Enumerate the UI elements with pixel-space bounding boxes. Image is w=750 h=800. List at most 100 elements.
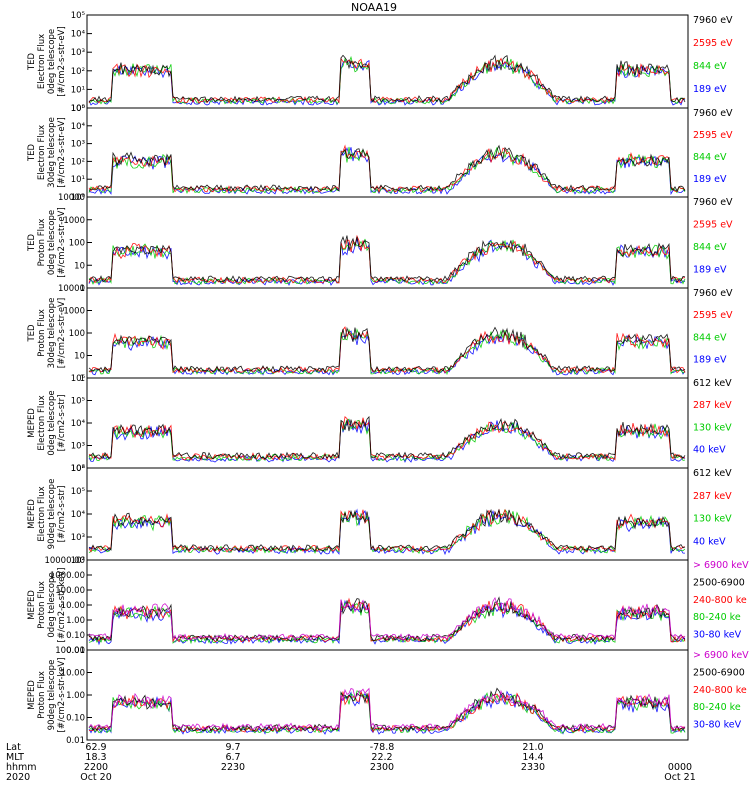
y-tick-label: 10¹ bbox=[71, 175, 85, 185]
legend-entry: 189 eV bbox=[693, 265, 727, 276]
legend-entry: 7960 eV bbox=[693, 288, 733, 299]
x-tick-label: Oct 20 bbox=[80, 772, 112, 783]
y-tick-label: 10⁴ bbox=[71, 419, 86, 429]
x-row-label: 2020 bbox=[6, 772, 30, 783]
series-trace bbox=[88, 508, 686, 552]
y-axis-label-line: [#/cm2-s-str] bbox=[57, 395, 67, 452]
y-tick-label: 1 bbox=[80, 284, 85, 294]
y-tick-label: 0.01 bbox=[66, 736, 85, 746]
y-tick-label: 10³ bbox=[71, 140, 85, 150]
legend-entry: > 6900 keV bbox=[693, 560, 749, 571]
legend-entry: 844 eV bbox=[693, 152, 727, 163]
y-axis-label-line: 90deg telescope bbox=[47, 660, 57, 731]
y-tick-label: 10000 bbox=[58, 193, 85, 203]
series-trace bbox=[88, 330, 686, 376]
x-tick-label: -78.8 bbox=[370, 742, 395, 753]
legend-entry: 30-80 keV bbox=[693, 630, 742, 641]
y-axis-label-line: [#/cm2-s-str-eV] bbox=[57, 117, 67, 187]
x-tick-label: 0000 bbox=[668, 762, 692, 773]
series-trace bbox=[88, 508, 686, 553]
y-tick-label: 10000.00 bbox=[44, 556, 85, 566]
y-tick-label: 100.00 bbox=[55, 646, 85, 656]
x-tick-label: 62.9 bbox=[85, 742, 106, 753]
y-axis-label-line: Proton Flux bbox=[37, 309, 47, 357]
y-tick-label: 10 bbox=[74, 352, 85, 362]
y-tick-label: 10² bbox=[71, 67, 85, 77]
y-axis-label-line: [#/cm2-s-str] bbox=[57, 486, 67, 543]
series-trace bbox=[88, 54, 686, 103]
panel-4: 1 10 100 1000 10000 TED Proton Flux 30deg teles… bbox=[27, 284, 733, 384]
panel-6: 10² 10³ 10⁴ 10⁵ 10⁶ MEPED Electron Flux 90deg t… bbox=[27, 464, 732, 566]
x-tick-label: 2200 bbox=[84, 762, 108, 773]
legend-entry: 189 eV bbox=[693, 355, 727, 366]
y-tick-label: 10⁵ bbox=[71, 11, 85, 21]
y-axis-label-line: 90deg telescope bbox=[47, 479, 57, 550]
legend-entry: 612 keV bbox=[693, 378, 732, 389]
panel-8: 0.01 0.10 1.00 10.00 100.00 MEPED Proton Flux 9… bbox=[27, 646, 749, 746]
y-tick-label: 10³ bbox=[71, 533, 85, 543]
series-trace bbox=[88, 328, 686, 376]
legend-entry: 40 keV bbox=[693, 445, 726, 456]
y-tick-label: 10⁵ bbox=[71, 487, 85, 497]
y-axis-label-line: TED bbox=[27, 143, 37, 162]
series-trace bbox=[88, 687, 686, 731]
x-row-label: MLT bbox=[6, 752, 24, 763]
panel-frame bbox=[86, 107, 689, 198]
series-trace bbox=[88, 238, 686, 287]
legend-entry: 130 keV bbox=[693, 514, 732, 525]
series-trace bbox=[88, 687, 686, 733]
x-tick-label: 14.4 bbox=[522, 752, 543, 763]
y-tick-label: 1000 bbox=[63, 216, 85, 226]
y-axis-label-line: MEPED bbox=[27, 499, 37, 529]
chart-title: NOAA19 bbox=[351, 1, 397, 14]
y-tick-label: 10⁵ bbox=[71, 104, 85, 114]
legend-entry: 2595 eV bbox=[693, 220, 733, 231]
legend-entry: 7960 eV bbox=[693, 197, 733, 208]
y-tick-label: 100 bbox=[69, 239, 85, 249]
series-trace bbox=[88, 416, 686, 461]
y-tick-label: 10⁴ bbox=[71, 510, 86, 520]
panel-5: 10² 10³ 10⁴ 10⁵ 10⁶ MEPED Electron Flux 0deg te… bbox=[27, 374, 732, 474]
series-trace bbox=[88, 597, 686, 643]
y-tick-label: 10⁰ bbox=[71, 193, 86, 203]
series-trace bbox=[88, 326, 686, 373]
series-trace bbox=[88, 596, 686, 642]
legend-entry: 80-240 ke bbox=[693, 612, 741, 623]
series-trace bbox=[89, 690, 686, 733]
x-tick-label: 2330 bbox=[521, 762, 545, 773]
y-axis-label-line: [#/cm2-s-str-eV] bbox=[57, 298, 67, 368]
legend-entry: 2595 eV bbox=[693, 38, 733, 49]
y-axis-label-line: MEPED bbox=[27, 408, 37, 438]
panel-frame bbox=[86, 287, 689, 379]
series-trace bbox=[88, 418, 686, 462]
y-tick-label: 10 bbox=[74, 261, 85, 271]
y-axis-label-line: [#/cm2-s-str-eV] bbox=[57, 26, 67, 96]
legend-entry: > 6900 keV bbox=[693, 650, 749, 661]
x-tick-label: 18.3 bbox=[85, 752, 106, 763]
legend-entry: 612 keV bbox=[693, 468, 732, 479]
y-tick-label: 10000 bbox=[58, 284, 85, 294]
y-tick-label: 1.00 bbox=[66, 616, 85, 626]
panel-1: 10⁰ 10¹ 10² 10³ 10⁴ 10⁵ TED Electron Flux 0deg t… bbox=[27, 11, 733, 114]
legend-entry: 80-240 ke bbox=[693, 702, 741, 713]
y-axis-label-line: Electron Flux bbox=[37, 486, 47, 541]
y-tick-label: 100 bbox=[69, 329, 85, 339]
y-tick-label: 1 bbox=[80, 374, 85, 384]
x-tick-label: 9.7 bbox=[225, 742, 240, 753]
legend-entry: 240-800 ke bbox=[693, 685, 747, 696]
series-trace bbox=[88, 326, 686, 374]
y-tick-label: 1000 bbox=[63, 307, 85, 317]
y-tick-label: 10⁶ bbox=[71, 464, 86, 474]
panel-frame bbox=[86, 14, 689, 109]
y-axis-label-line: 0deg telescope bbox=[47, 210, 57, 275]
x-tick-label: 6.7 bbox=[225, 752, 240, 763]
y-axis-label-line: MEPED bbox=[27, 680, 37, 710]
series-trace bbox=[88, 146, 686, 194]
legend-entry: 844 eV bbox=[693, 61, 727, 72]
y-axis-label-line: TED bbox=[27, 52, 37, 71]
x-tick-label: 2230 bbox=[221, 762, 245, 773]
y-tick-label: 10⁶ bbox=[71, 374, 86, 384]
y-axis-label-line: 0deg telescope bbox=[47, 29, 57, 94]
legend-entry: 844 eV bbox=[693, 242, 727, 253]
